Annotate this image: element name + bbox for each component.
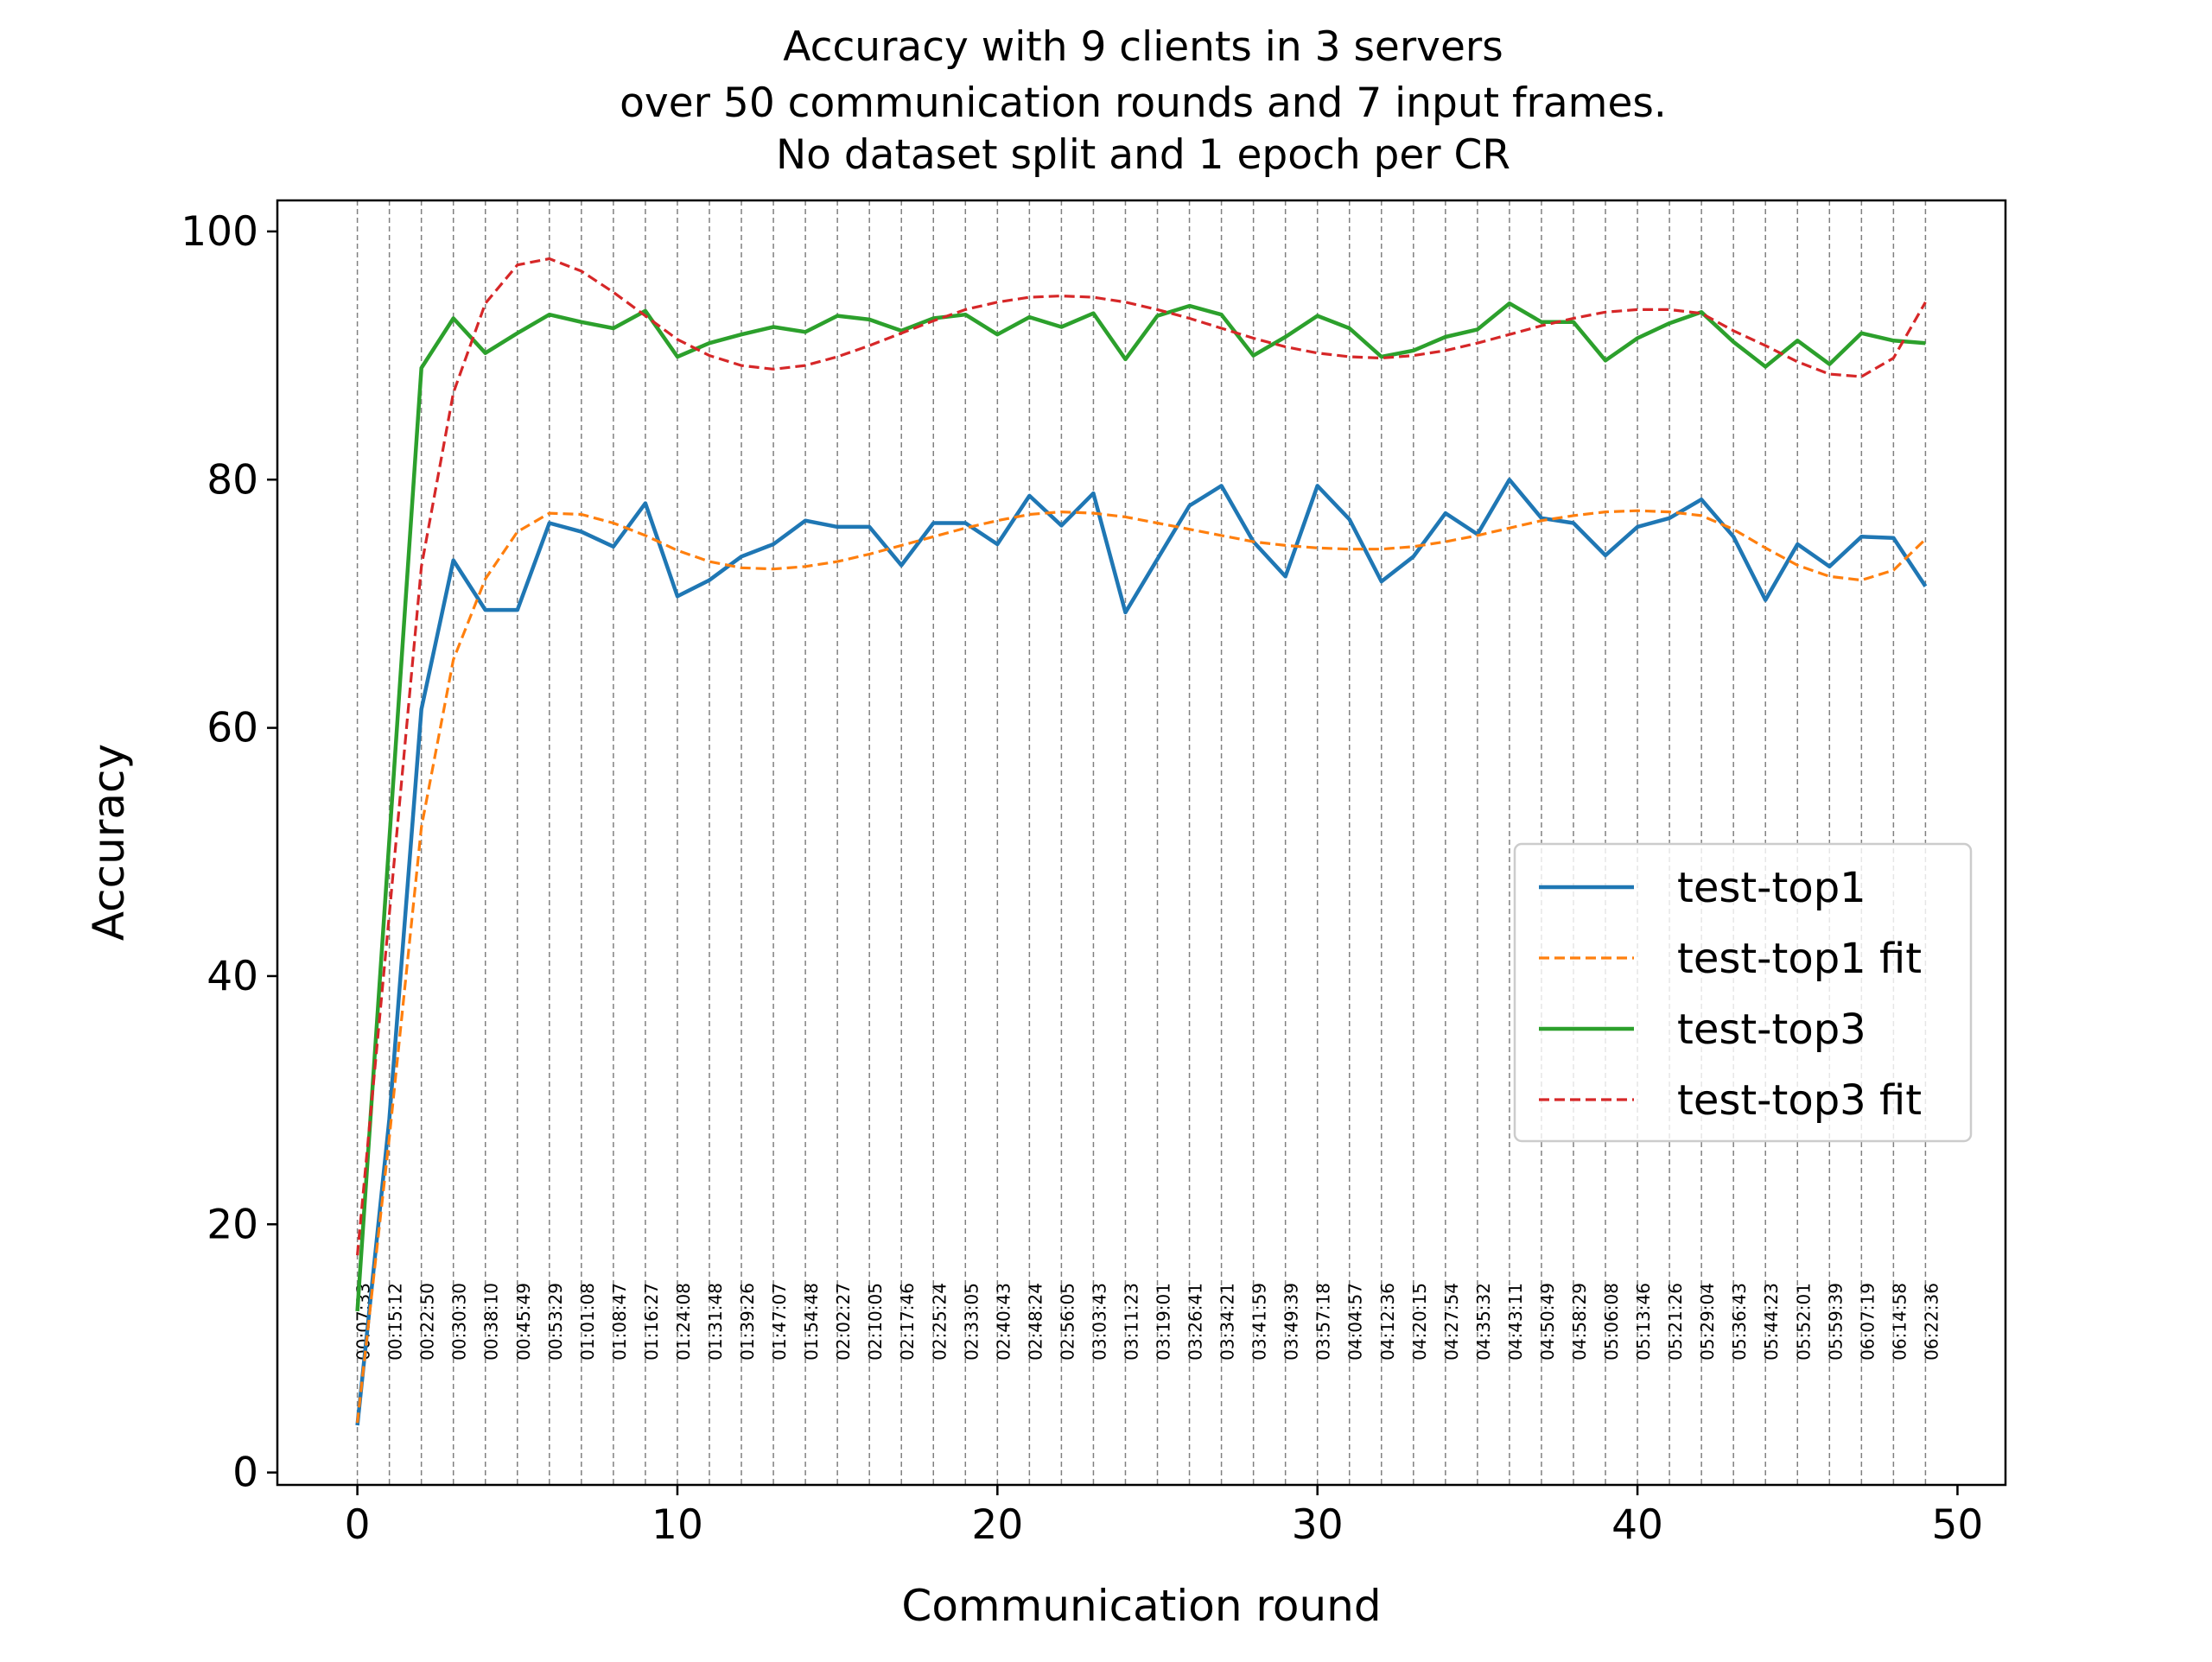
legend-box <box>1513 842 1973 1143</box>
round-time-label: 00:30:30 <box>449 1283 470 1361</box>
round-time-label: 05:44:23 <box>1761 1283 1782 1361</box>
round-time-label: 01:16:27 <box>641 1283 662 1361</box>
round-time-label: 04:58:29 <box>1569 1283 1590 1361</box>
round-time-label: 03:49:39 <box>1281 1283 1302 1361</box>
legend-label: test-top3 fit <box>1677 1076 1922 1125</box>
round-time-label: 02:25:24 <box>929 1283 950 1361</box>
y-axis-ticks: 0 20 40 60 80 100 <box>181 208 277 1497</box>
round-time-label: 04:27:54 <box>1441 1283 1462 1361</box>
round-time-label: 00:53:29 <box>545 1283 566 1361</box>
round-time-label: 03:34:21 <box>1217 1283 1238 1361</box>
round-time-label: 04:20:15 <box>1409 1283 1430 1361</box>
y-tick-label: 60 <box>207 705 258 752</box>
round-time-label: 01:54:48 <box>801 1283 822 1361</box>
vertical-gridlines <box>356 200 1927 1485</box>
round-time-label: 00:22:50 <box>417 1283 438 1361</box>
x-tick-label: 50 <box>1932 1501 1984 1549</box>
round-time-label: 00:45:49 <box>513 1283 534 1361</box>
round-time-label: 05:36:43 <box>1729 1283 1750 1361</box>
chart-title: Accuracy with 9 clients in 3 servers ove… <box>620 23 1667 179</box>
round-time-label: 02:33:05 <box>961 1283 982 1361</box>
y-tick-label: 40 <box>207 953 258 1000</box>
round-time-label: 03:03:43 <box>1089 1283 1109 1361</box>
plot-area-frame <box>276 199 2007 1487</box>
round-time-label: 04:04:57 <box>1345 1283 1366 1361</box>
round-time-label: 05:21:26 <box>1665 1283 1686 1361</box>
round-time-label: 04:43:11 <box>1505 1283 1526 1361</box>
chart-title-line-1: Accuracy with 9 clients in 3 servers <box>783 23 1503 71</box>
round-time-label: 01:08:47 <box>609 1283 630 1361</box>
round-time-label: 02:48:24 <box>1025 1283 1046 1361</box>
x-tick-label: 0 <box>345 1501 371 1549</box>
series-line-test-top3-fit <box>356 257 1927 1256</box>
y-axis-label: Accuracy <box>84 744 134 941</box>
round-time-label: 06:22:36 <box>1921 1283 1942 1361</box>
round-time-label: 00:38:10 <box>481 1283 502 1361</box>
chart-title-line-2: over 50 communication rounds and 7 input… <box>620 79 1667 127</box>
round-time-label: 04:50:49 <box>1537 1283 1558 1361</box>
series-line-test-top1 <box>355 478 1928 1426</box>
y-tick-label: 20 <box>207 1201 258 1248</box>
round-time-label: 01:39:26 <box>737 1283 758 1361</box>
chart-title-line-3: No dataset split and 1 epoch per CR <box>776 131 1510 179</box>
round-time-label: 04:12:36 <box>1377 1283 1398 1361</box>
y-tick-label: 100 <box>181 208 258 256</box>
series-line-test-top1-fit <box>356 509 1927 1424</box>
round-time-label: 03:26:41 <box>1185 1283 1206 1361</box>
round-time-label: 03:41:59 <box>1249 1283 1270 1361</box>
round-time-label: 04:35:32 <box>1473 1283 1494 1361</box>
round-time-label: 05:29:04 <box>1697 1283 1718 1361</box>
x-axis-ticks: 0 10 20 30 40 50 <box>345 1485 1984 1549</box>
round-time-label: 03:57:18 <box>1313 1283 1334 1361</box>
legend-label: test-top1 <box>1677 864 1866 912</box>
round-time-label: 02:17:46 <box>897 1283 918 1361</box>
x-tick-label: 30 <box>1292 1501 1344 1549</box>
round-time-annotations: 00:07:33 00:15:12 00:22:50 00:30:30 00:38:10… <box>353 1283 1942 1361</box>
x-axis-label: Communication round <box>901 1581 1381 1631</box>
round-time-label: 05:52:01 <box>1793 1283 1814 1361</box>
round-time-label: 02:40:43 <box>993 1283 1014 1361</box>
chart-legend: test-top1 test-top1 fit test-top3 test-top3… <box>1513 842 1973 1143</box>
round-time-label: 01:31:48 <box>705 1283 726 1361</box>
series-lines <box>355 257 1928 1426</box>
round-time-label: 03:19:01 <box>1154 1283 1174 1361</box>
x-tick-label: 40 <box>1611 1501 1663 1549</box>
legend-label: test-top1 fit <box>1677 935 1922 983</box>
round-time-label: 02:56:05 <box>1057 1283 1077 1361</box>
round-time-label: 05:06:08 <box>1601 1283 1622 1361</box>
round-time-label: 01:01:08 <box>577 1283 598 1361</box>
round-time-label: 05:59:39 <box>1825 1283 1846 1361</box>
y-tick-label: 0 <box>232 1449 258 1497</box>
round-time-label: 01:24:08 <box>673 1283 694 1361</box>
round-time-label: 06:14:58 <box>1889 1283 1910 1361</box>
x-tick-label: 20 <box>971 1501 1023 1549</box>
round-time-label: 01:47:07 <box>769 1283 790 1361</box>
series-line-test-top3 <box>355 301 1926 1312</box>
round-time-label: 02:02:27 <box>833 1283 854 1361</box>
x-tick-label: 10 <box>652 1501 703 1549</box>
round-time-label: 03:11:23 <box>1121 1283 1141 1361</box>
round-time-label: 02:10:05 <box>865 1283 886 1361</box>
round-time-label: 06:07:19 <box>1857 1283 1878 1361</box>
round-time-label: 00:15:12 <box>385 1283 406 1361</box>
y-tick-label: 80 <box>207 456 258 504</box>
legend-label: test-top3 <box>1677 1005 1866 1054</box>
round-time-label: 05:13:46 <box>1633 1283 1654 1361</box>
